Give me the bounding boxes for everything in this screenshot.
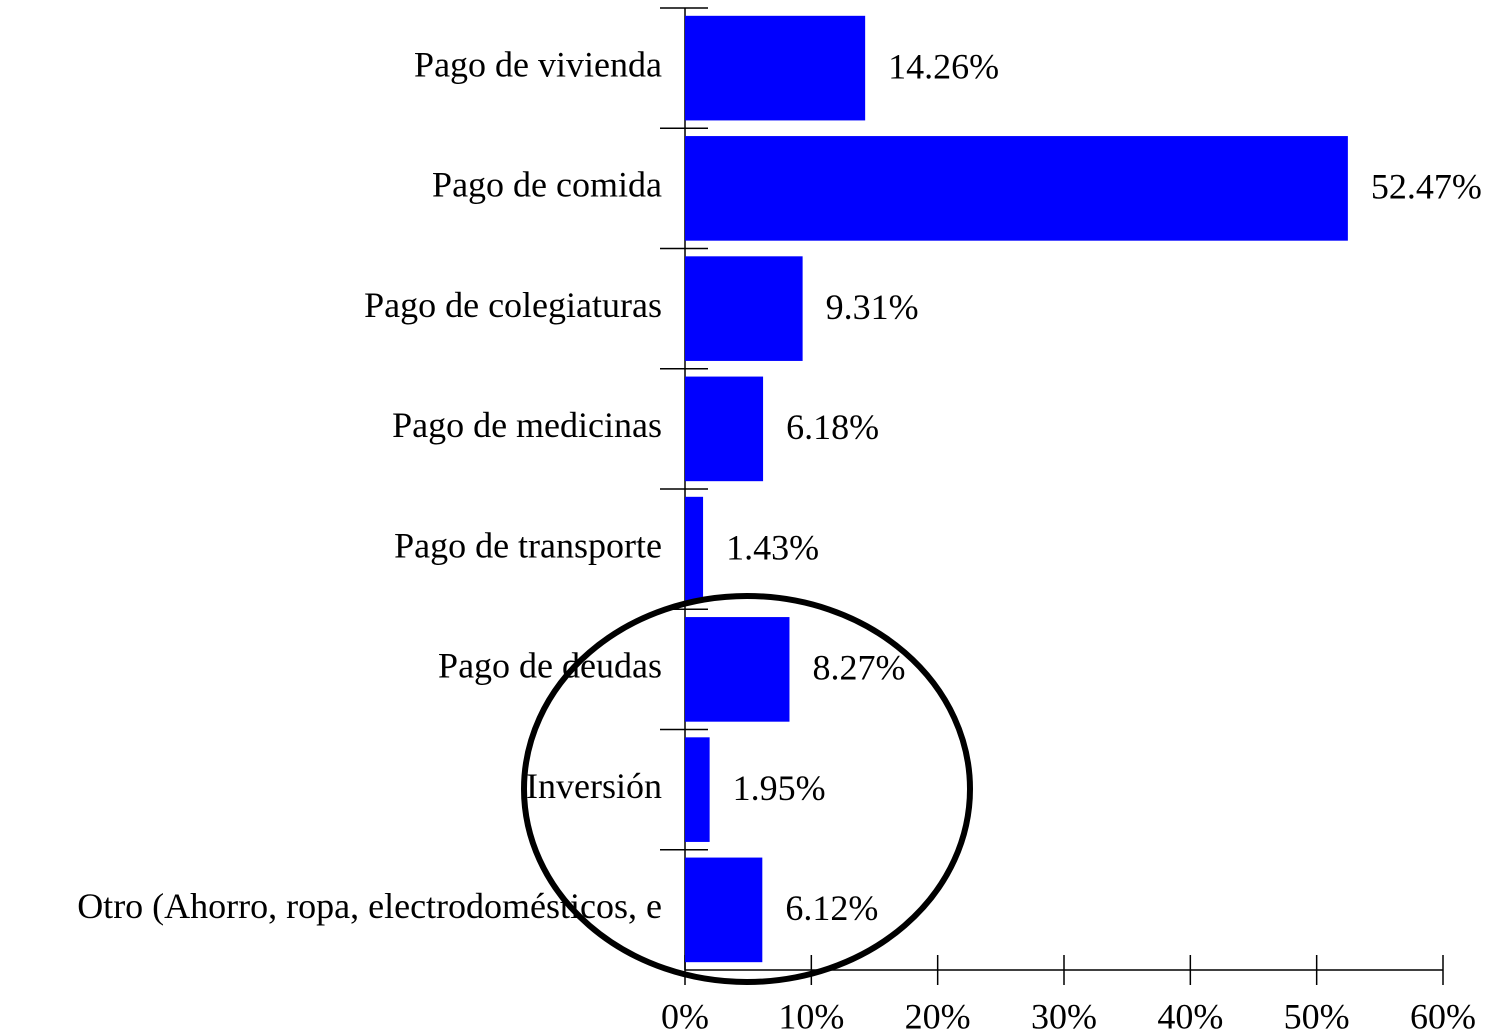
bar <box>685 136 1348 241</box>
bar <box>685 857 763 963</box>
y-tick-label: Pago de colegiaturas <box>364 285 662 325</box>
bar <box>685 376 764 482</box>
annotation-circle <box>521 593 973 985</box>
y-tick-label: Pago de vivienda <box>414 44 662 84</box>
bar <box>685 617 790 722</box>
y-tick-label: Pago de comida <box>432 165 662 205</box>
value-label: 9.31% <box>826 287 919 327</box>
x-tick-label: 30% <box>1031 996 1097 1033</box>
bar <box>685 15 866 121</box>
bar <box>685 496 704 602</box>
y-tick-label: Pago de transporte <box>394 525 662 565</box>
x-tick-label: 40% <box>1157 996 1223 1033</box>
value-label: 1.43% <box>726 527 819 567</box>
y-tick-label: Otro (Ahorro, ropa, electrodomésticos, e <box>77 886 662 926</box>
x-tick-label: 60% <box>1410 996 1476 1033</box>
value-label: 1.95% <box>733 768 826 808</box>
value-label: 14.26% <box>888 46 999 86</box>
y-tick-label: Pago de medicinas <box>392 405 662 445</box>
y-tick-label: Inversión <box>526 766 662 806</box>
value-label: 52.47% <box>1371 167 1482 207</box>
x-tick-label: 10% <box>778 996 844 1033</box>
value-label: 6.12% <box>785 888 878 928</box>
value-label: 6.18% <box>786 407 879 447</box>
x-tick-label: 50% <box>1284 996 1350 1033</box>
x-tick-label: 20% <box>905 996 971 1033</box>
value-label: 8.27% <box>812 648 905 688</box>
x-tick-label: 0% <box>661 996 709 1033</box>
bar <box>685 256 803 361</box>
bar <box>685 737 710 842</box>
y-tick-label: Pago de deudas <box>438 646 662 686</box>
